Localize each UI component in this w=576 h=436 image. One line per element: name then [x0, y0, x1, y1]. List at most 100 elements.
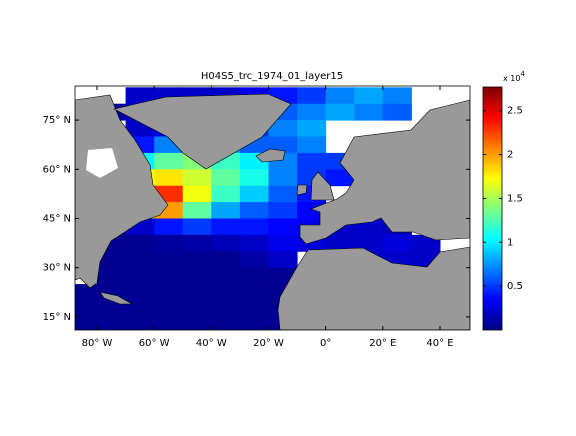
- x-tick-label: 0°: [320, 338, 331, 349]
- x-tick-label: 20° W: [253, 338, 284, 349]
- africa: [277, 246, 470, 330]
- x-tick-label: 40° E: [426, 338, 453, 349]
- cell: [382, 87, 412, 105]
- cell: [211, 251, 241, 269]
- y-tick-label: 30° N: [43, 263, 71, 274]
- cell: [297, 120, 327, 138]
- cell: [268, 202, 298, 219]
- greenland: [113, 93, 292, 170]
- cell: [182, 284, 212, 301]
- y-tick-label: 75° N: [43, 115, 71, 126]
- cell: [211, 202, 241, 219]
- x-tick-label: 80° W: [82, 338, 113, 349]
- europe: [299, 99, 470, 245]
- cell: [239, 169, 269, 187]
- cell: [382, 234, 412, 252]
- cell: [182, 169, 212, 187]
- colorbar-multiplier: x 104: [503, 70, 525, 83]
- cell: [182, 316, 212, 330]
- cell: [125, 267, 155, 285]
- iceland: [255, 148, 286, 163]
- cell: [154, 169, 184, 187]
- cell: [182, 300, 212, 318]
- cell: [297, 152, 327, 170]
- cell: [211, 316, 241, 330]
- cell: [211, 267, 241, 285]
- title: H04S5_trc_1974_01_layer15: [201, 71, 343, 82]
- hudson-bay: [86, 148, 118, 178]
- cell: [125, 300, 155, 318]
- x-tick-label: 60° W: [139, 338, 170, 349]
- cell: [154, 218, 184, 236]
- ireland: [296, 184, 308, 196]
- cell: [239, 218, 269, 236]
- y-tick-label: 45° N: [43, 213, 71, 224]
- cell: [154, 234, 184, 252]
- multiplier-exponent: 4: [520, 70, 525, 78]
- land: [75, 93, 470, 330]
- cell: [125, 284, 155, 301]
- cell: [297, 136, 327, 154]
- cell: [182, 234, 212, 252]
- axes-frame: [74, 85, 471, 331]
- cell: [325, 234, 355, 252]
- cell: [297, 103, 327, 121]
- cell: [154, 300, 184, 318]
- cell: [268, 120, 298, 138]
- cell: [325, 103, 355, 121]
- cell: [354, 103, 384, 121]
- cell: [325, 87, 355, 105]
- colorbar-tick-label: 0.5: [507, 281, 523, 292]
- cell: [268, 251, 298, 269]
- y-tick-label: 15° N: [43, 312, 71, 323]
- cell: [182, 202, 212, 219]
- x-tick-label: 20° E: [369, 338, 396, 349]
- multiplier-base: x 10: [503, 74, 520, 83]
- north-america: [75, 94, 169, 289]
- cell: [182, 218, 212, 236]
- cell: [297, 87, 327, 105]
- cell: [182, 267, 212, 285]
- cell: [97, 300, 127, 318]
- cell: [125, 87, 155, 105]
- cell: [125, 251, 155, 269]
- cell: [354, 234, 384, 252]
- cell: [325, 169, 355, 187]
- cell: [239, 316, 269, 330]
- cell: [97, 267, 127, 285]
- britain: [310, 171, 335, 201]
- cell: [211, 284, 241, 301]
- cell: [268, 136, 298, 154]
- cell: [211, 169, 241, 187]
- cell: [125, 234, 155, 252]
- cell: [75, 284, 98, 301]
- cuba: [99, 291, 134, 305]
- cell: [182, 251, 212, 269]
- cell: [211, 234, 241, 252]
- cell: [211, 185, 241, 203]
- colorbar: [482, 86, 503, 331]
- cell: [239, 185, 269, 203]
- cell: [154, 267, 184, 285]
- cell: [125, 316, 155, 330]
- cell: [211, 218, 241, 236]
- cell: [268, 185, 298, 203]
- cell: [354, 87, 384, 105]
- cell: [182, 185, 212, 203]
- cell: [154, 152, 184, 170]
- cell: [75, 316, 98, 330]
- x-tick-label: 40° W: [196, 338, 227, 349]
- cell: [239, 267, 269, 285]
- colorbar-tick-label: 2: [507, 150, 513, 161]
- cell: [239, 300, 269, 318]
- cell: [154, 284, 184, 301]
- cell: [239, 202, 269, 219]
- colorbar-tick-label: 2.5: [507, 106, 523, 117]
- cell: [382, 103, 412, 121]
- cell: [239, 284, 269, 301]
- cell: [268, 234, 298, 252]
- cell: [97, 251, 127, 269]
- cell: [268, 169, 298, 187]
- colorbar-tick-label: 1: [507, 237, 513, 248]
